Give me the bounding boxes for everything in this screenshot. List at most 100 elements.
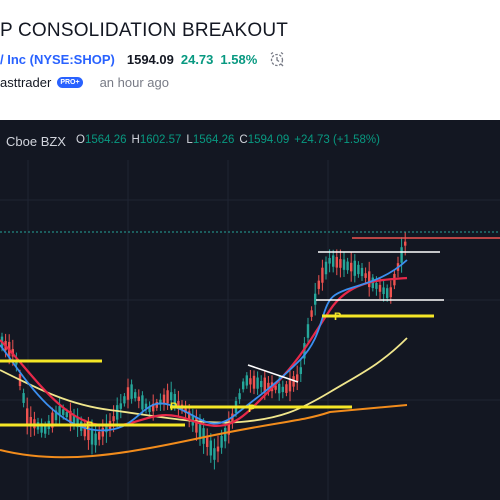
candle-body-93 bbox=[335, 256, 338, 268]
candle-body-62 bbox=[224, 427, 227, 442]
candle-body-59 bbox=[213, 448, 216, 460]
candle-body-92 bbox=[332, 255, 335, 267]
candle-body-87 bbox=[314, 293, 317, 305]
pro-badge: PRO+ bbox=[57, 76, 83, 88]
candle-body-98 bbox=[353, 260, 356, 276]
candle-body-69 bbox=[249, 378, 252, 385]
ohlc-legend: Cboe BZX O 1564.26 H 1602.57 L 1564.26 C… bbox=[6, 134, 385, 149]
candle-body-31 bbox=[112, 416, 115, 422]
candle-body-32 bbox=[116, 405, 119, 420]
candle-body-86 bbox=[310, 310, 313, 317]
candle-body-28 bbox=[101, 427, 104, 437]
candle-body-91 bbox=[328, 258, 331, 264]
candle-body-37 bbox=[134, 392, 137, 399]
close-value: 1594.09 bbox=[247, 134, 290, 146]
candle-body-63 bbox=[227, 420, 230, 435]
candle-body-83 bbox=[299, 367, 302, 374]
candle-body-21 bbox=[76, 417, 79, 428]
candle-body-72 bbox=[260, 380, 263, 388]
candle-body-67 bbox=[242, 381, 245, 390]
candle-body-46 bbox=[166, 390, 169, 404]
candle-body-19 bbox=[69, 410, 72, 424]
price-change-percent: 1.58% bbox=[220, 51, 258, 67]
candle-body-89 bbox=[321, 267, 324, 283]
candle-body-40 bbox=[144, 403, 148, 409]
candle-body-11 bbox=[40, 423, 43, 433]
candle-body-39 bbox=[141, 395, 144, 410]
ma-medium-line bbox=[0, 276, 408, 427]
open-label: O bbox=[75, 134, 85, 146]
candle-body-76 bbox=[274, 385, 277, 390]
candle-body-45 bbox=[162, 394, 166, 405]
candle-body-66 bbox=[238, 393, 241, 400]
candle-body-55 bbox=[198, 422, 202, 438]
candle-body-78 bbox=[281, 386, 284, 393]
candle-body-88 bbox=[317, 280, 320, 289]
ma-fast-line bbox=[0, 259, 408, 432]
candle-body-16 bbox=[58, 406, 61, 415]
candle-body-41 bbox=[148, 407, 151, 412]
candle-body-27 bbox=[98, 431, 101, 440]
author-name[interactable]: asttrader bbox=[0, 74, 52, 90]
candle-body-24 bbox=[87, 426, 90, 440]
candle-body-104 bbox=[375, 282, 378, 289]
candle-body-107 bbox=[386, 288, 389, 299]
pivot-marker-2: P bbox=[248, 403, 255, 415]
candle-body-82 bbox=[296, 374, 299, 382]
change-value: +24.73 (+1.58%) bbox=[294, 134, 380, 146]
candle-body-44 bbox=[159, 399, 162, 405]
candle-body-73 bbox=[263, 377, 266, 393]
candle-body-8 bbox=[29, 416, 32, 427]
price-change: 24.73 bbox=[180, 51, 214, 67]
candle-body-57 bbox=[206, 437, 209, 447]
price-chart[interactable]: P P P P Cboe BZX O 1564.26 H 1602.57 L 1564… bbox=[0, 120, 500, 500]
candle-body-56 bbox=[202, 428, 205, 444]
candle-body-38 bbox=[137, 396, 140, 401]
candle-body-97 bbox=[350, 262, 353, 272]
candle-body-47 bbox=[170, 392, 173, 401]
chart-canvas[interactable]: P P P P bbox=[0, 120, 500, 500]
candle-body-94 bbox=[339, 259, 342, 268]
candle-body-74 bbox=[267, 382, 270, 389]
last-price: 1594.09 bbox=[126, 51, 174, 67]
candle-body-18 bbox=[65, 411, 68, 418]
candle-body-70 bbox=[252, 375, 256, 389]
candle-body-108 bbox=[389, 287, 392, 298]
candle-body-36 bbox=[130, 384, 133, 399]
candle-body-6 bbox=[22, 393, 25, 403]
candle-body-60 bbox=[216, 446, 220, 452]
candle-body-17 bbox=[62, 409, 65, 415]
candle-body-23 bbox=[83, 423, 86, 437]
candle-body-77 bbox=[278, 383, 281, 394]
candle-body-96 bbox=[346, 261, 349, 271]
idea-header: P CONSOLIDATION BREAKOUT / Inc (NYSE:SHO… bbox=[0, 0, 500, 120]
candle-body-95 bbox=[342, 259, 346, 270]
candle-body-100 bbox=[360, 267, 364, 277]
candle-body-71 bbox=[256, 377, 259, 389]
exchange-label: Cboe BZX bbox=[6, 134, 66, 149]
publish-time: an hour ago bbox=[99, 74, 169, 90]
ma-long-line bbox=[0, 404, 408, 459]
symbol-link[interactable]: / Inc (NYSE:SHOP) bbox=[0, 51, 115, 67]
candle-body-26 bbox=[94, 433, 97, 446]
open-value: 1564.26 bbox=[84, 134, 127, 146]
candle-body-79 bbox=[285, 384, 288, 393]
alarm-clock-icon[interactable] bbox=[268, 50, 286, 68]
candle-body-49 bbox=[177, 400, 180, 406]
idea-title: P CONSOLIDATION BREAKOUT bbox=[0, 20, 289, 41]
candle-body-80 bbox=[288, 378, 292, 392]
candle-body-35 bbox=[126, 387, 130, 400]
candle-body-112 bbox=[404, 241, 407, 246]
candle-body-90 bbox=[324, 261, 328, 275]
candle-body-48 bbox=[173, 393, 176, 406]
candle-body-7 bbox=[26, 408, 29, 424]
candle-body-52 bbox=[188, 411, 191, 420]
pivot-marker-0: P bbox=[86, 420, 93, 432]
candle-body-61 bbox=[220, 435, 223, 448]
candle-body-33 bbox=[119, 403, 122, 409]
pivot-marker-1: P bbox=[170, 401, 177, 413]
candle-body-54 bbox=[195, 417, 198, 433]
candle-body-29 bbox=[105, 424, 108, 433]
candle-body-43 bbox=[155, 401, 158, 408]
candle-body-85 bbox=[306, 324, 310, 338]
